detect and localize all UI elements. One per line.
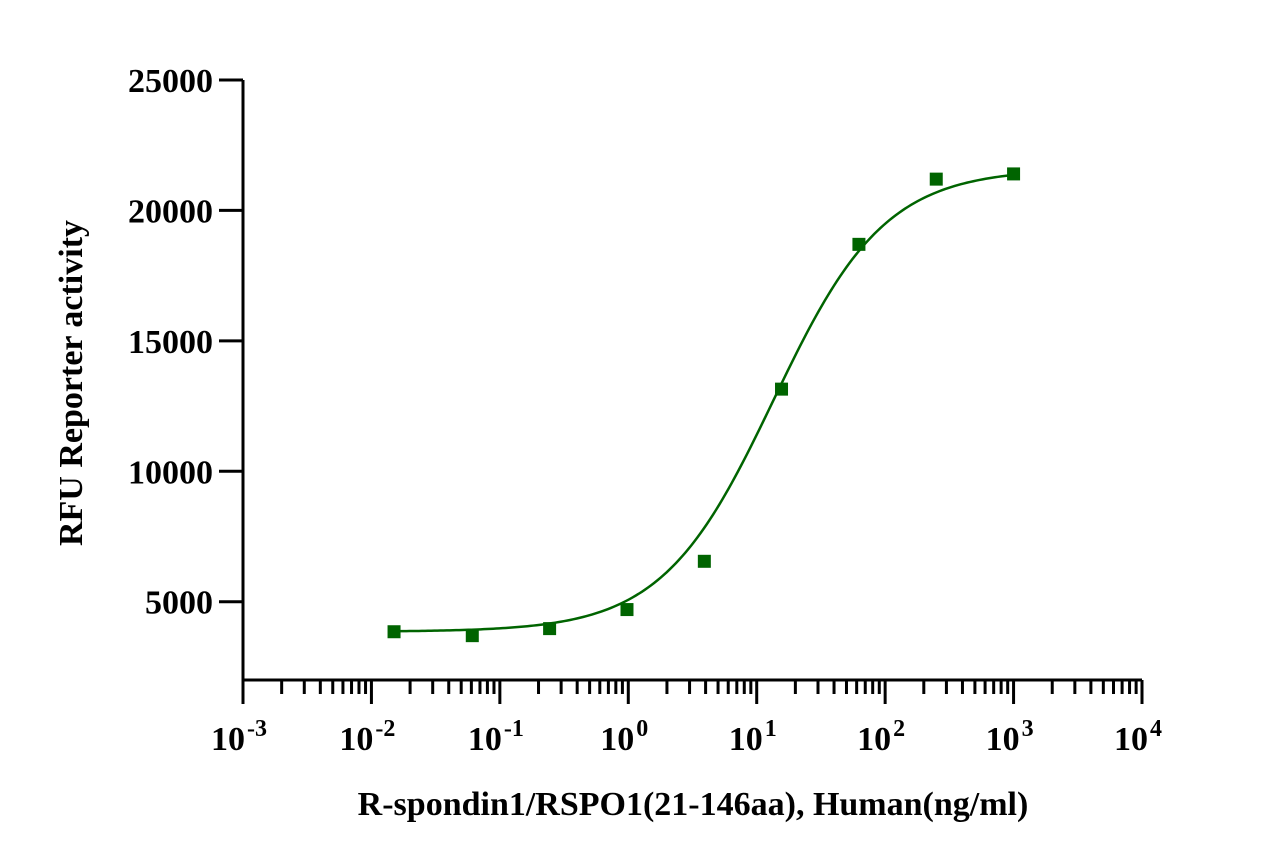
data-point: [775, 382, 789, 396]
data-point: [465, 629, 479, 643]
y-axis-title: RFU Reporter activity: [53, 220, 90, 546]
x-tick-label: 104: [1114, 716, 1162, 758]
points: [387, 167, 1021, 643]
x-tick-label: 101: [729, 716, 777, 758]
y-tick-label: 5000: [145, 585, 213, 622]
data-point: [929, 172, 943, 186]
x-tick-label: 10-3: [211, 716, 267, 758]
x-tick-label: 10-1: [468, 716, 524, 758]
data-point: [387, 625, 401, 639]
ticks: [219, 78, 1144, 704]
data-point: [1007, 167, 1021, 181]
x-tick-label: 100: [600, 716, 648, 758]
y-tick-label: 25000: [128, 63, 213, 100]
curve-layer: [394, 173, 1014, 633]
tick-labels: 5000 10000 15000 20000 25000 10-3 10-2 10-1 100 1…: [128, 63, 1162, 758]
x-axis-title: R-spondin1/RSPO1(21-146aa), Human(ng/ml): [358, 786, 1029, 823]
y-tick-label: 10000: [128, 454, 213, 491]
data-point: [620, 603, 634, 617]
data-point: [852, 237, 866, 251]
x-tick-label: 102: [857, 716, 905, 758]
x-tick-label: 10-2: [339, 716, 395, 758]
axes: [241, 80, 1142, 682]
data-point: [697, 554, 711, 568]
data-point: [543, 622, 557, 636]
y-tick-label: 15000: [128, 324, 213, 361]
fit-curve: [394, 173, 1014, 633]
x-tick-label: 103: [986, 716, 1034, 758]
y-tick-label: 20000: [128, 193, 213, 230]
